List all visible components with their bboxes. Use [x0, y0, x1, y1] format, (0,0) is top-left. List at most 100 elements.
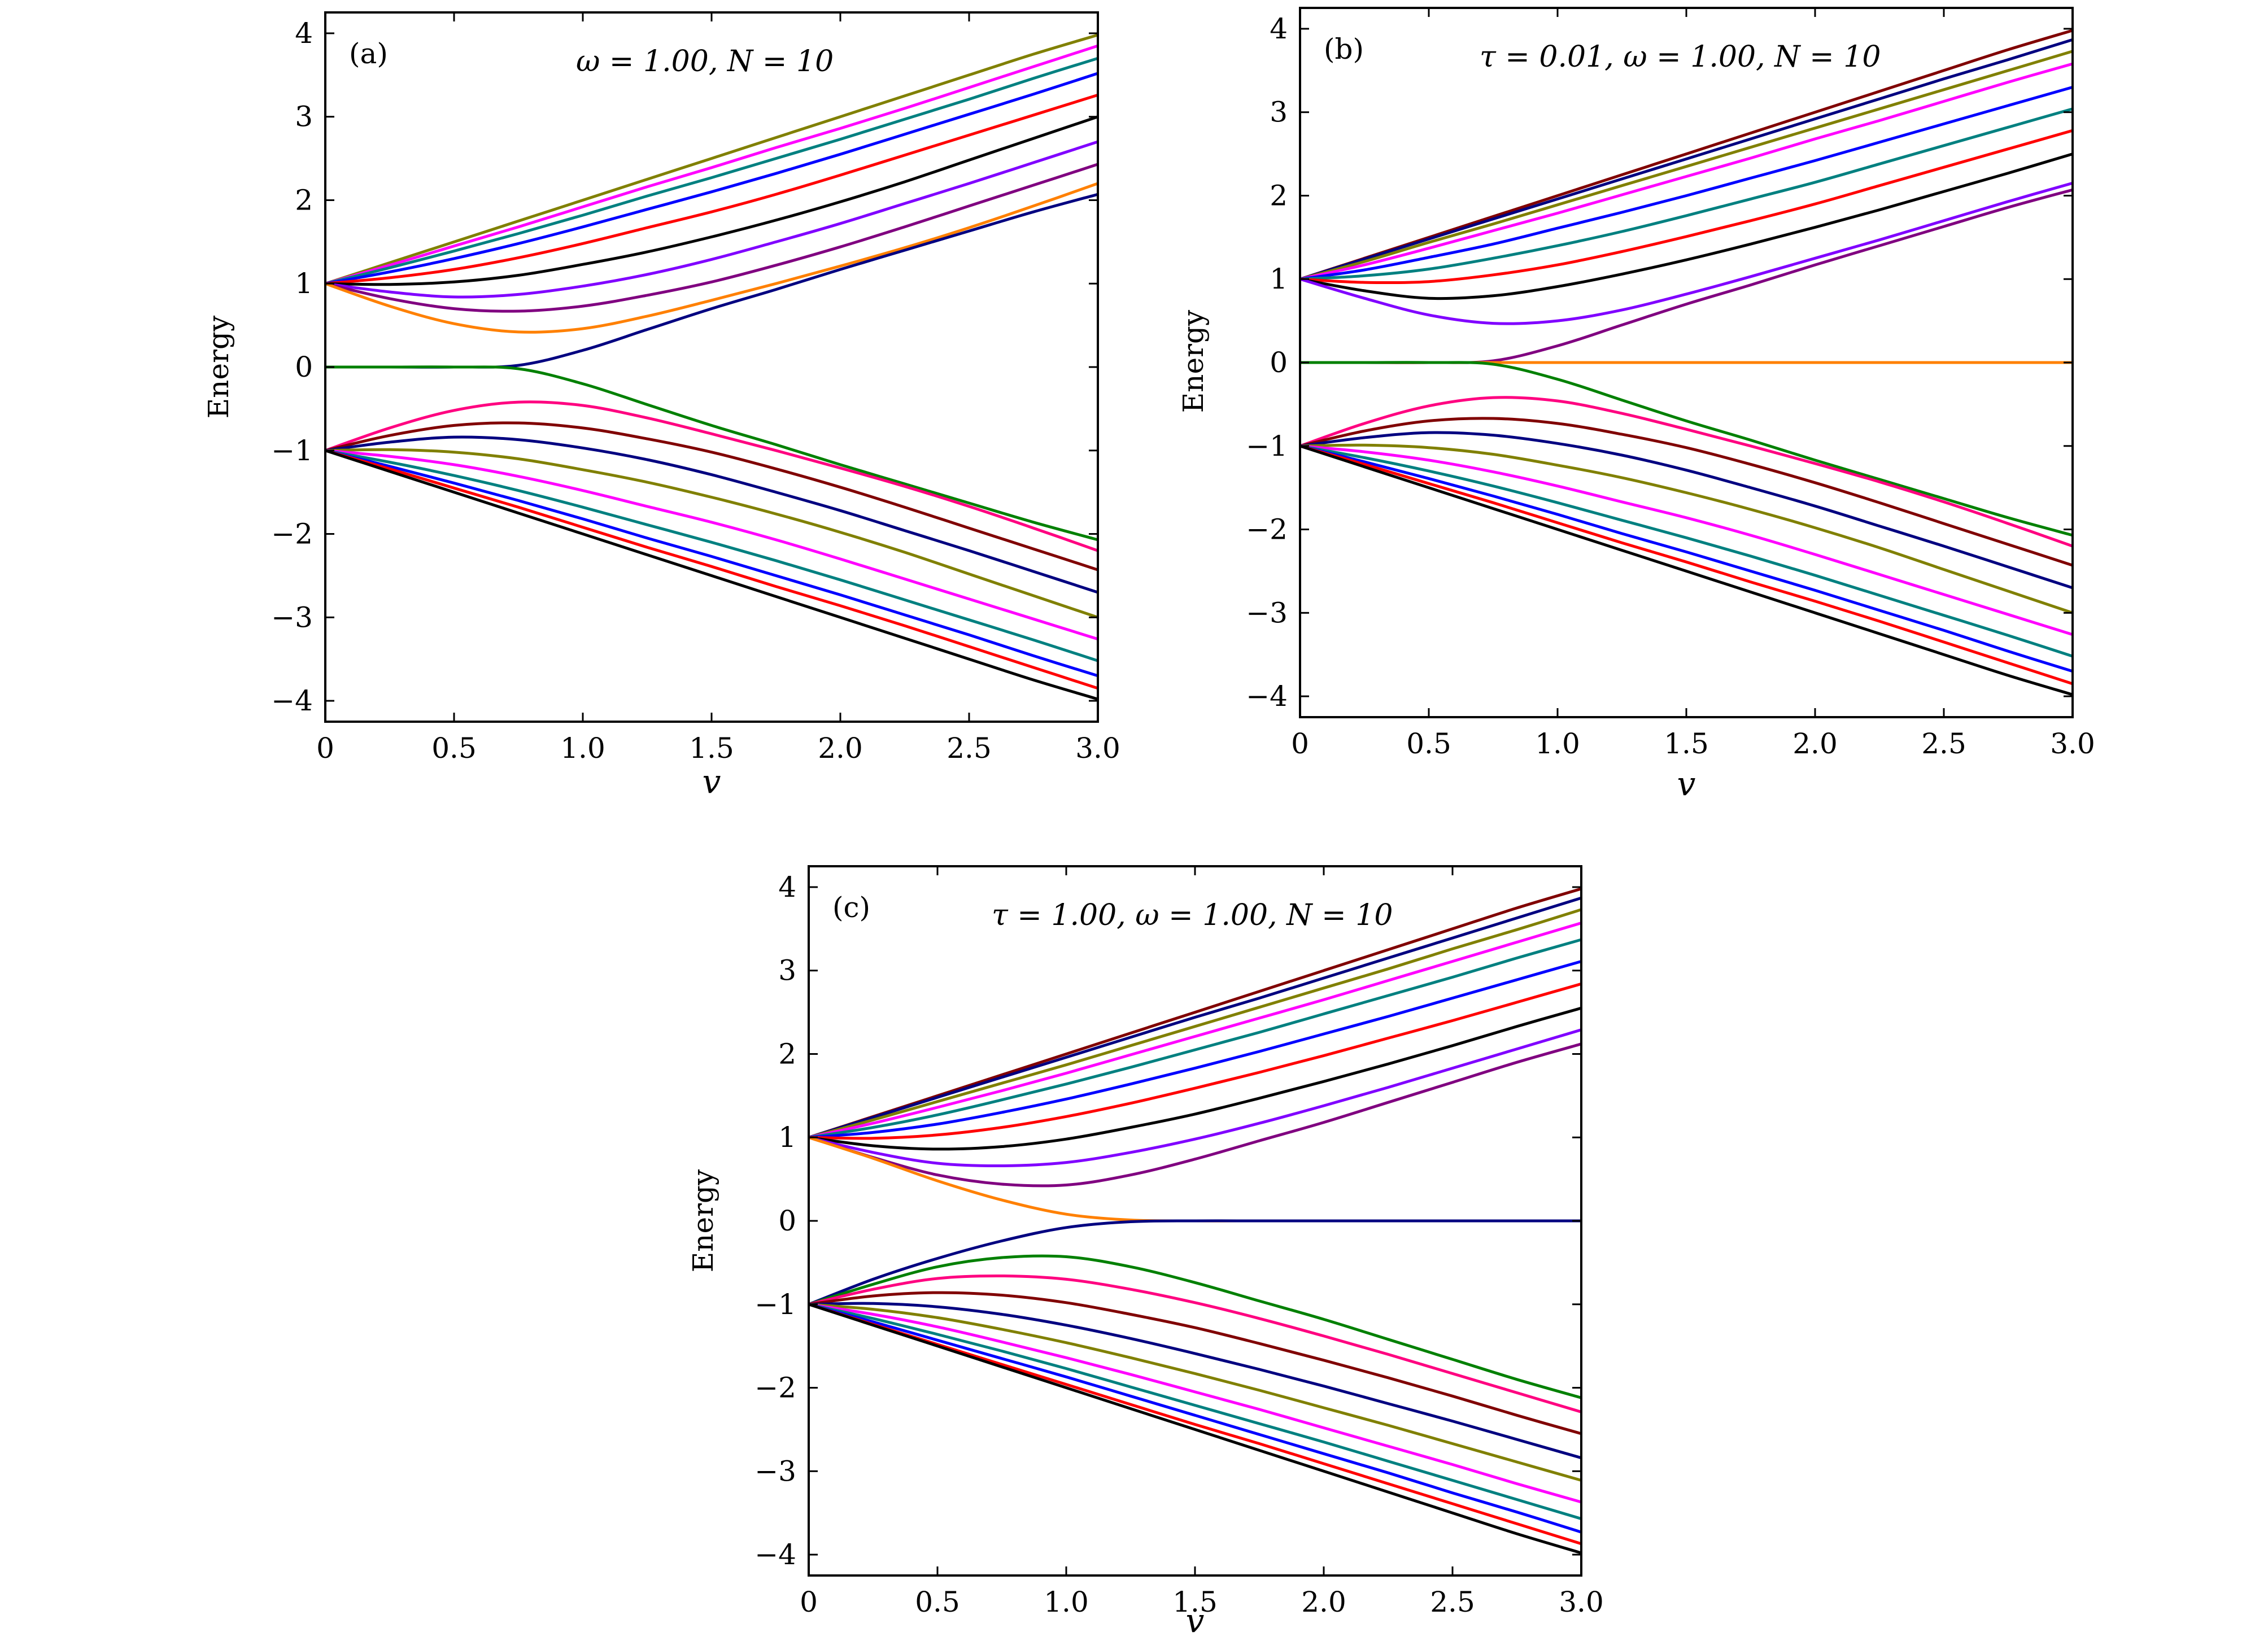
- panel-c-xtick-label: 0: [800, 1586, 818, 1618]
- panel-b-series-upper-3: [1300, 50, 2073, 281]
- panel-a: 0 0.5 1.0 1.5 2.0 2.5 3.0 −4 −3 −2 −1 0 1 2 3 4 (a) ω =…: [202, 11, 1120, 801]
- panel-a-xtick-label: 1.5: [689, 732, 734, 765]
- panel-a-label: (a): [349, 37, 388, 70]
- panel-a-series-upper-2: [325, 44, 1098, 285]
- panel-a-series-lower-2: [325, 400, 1098, 552]
- panel-a-xtick-label: 0: [316, 732, 334, 765]
- panel-b-xtick-label: 0: [1291, 727, 1309, 760]
- panel-a-annotation: ω = 1.00, N = 10: [576, 45, 834, 78]
- panel-a-xtick-label: 2.0: [818, 732, 863, 765]
- panel-a-series: [325, 33, 1098, 701]
- panel-b-ytick-label: 2: [1270, 179, 1288, 212]
- panel-a-series-upper-9: [325, 182, 1098, 334]
- panel-c-series-lower-1: [809, 1219, 1581, 1306]
- panel-a-series-lower-5: [325, 448, 1098, 619]
- panel-a-series-lower-10: [325, 449, 1098, 701]
- panel-c-series-upper-1: [809, 887, 1581, 1139]
- panel-c-ytick-label: −4: [754, 1538, 796, 1571]
- panel-b-series-upper-9: [1300, 181, 2073, 325]
- panel-b-xtick-label: 3.0: [2050, 727, 2095, 760]
- panel-a-ytick-label: −1: [271, 434, 313, 467]
- panel-b-ticks: 0 0.5 1.0 1.5 2.0 2.5 3.0 −4 −3 −2 −1 0 1 2 3 4: [1246, 8, 2095, 760]
- panel-b-ytick-label: −2: [1246, 513, 1288, 546]
- panel-c-xtick-label: 2.0: [1301, 1586, 1346, 1618]
- panel-b-series-upper-1: [1300, 29, 2073, 281]
- panel-b-series-lower-5: [1300, 443, 2073, 614]
- panel-a-xtick-label: 1.0: [560, 732, 605, 765]
- panel-b-ytick-label: −1: [1246, 430, 1288, 462]
- panel-c-series-upper-4: [809, 922, 1581, 1139]
- panel-c-series-upper-5: [809, 938, 1581, 1139]
- panel-a-ytick-label: −3: [271, 601, 313, 634]
- panel-c-ylabel: Energy: [687, 1169, 719, 1272]
- panel-a-ytick-label: 3: [295, 101, 313, 133]
- panel-a-xtick-label: 3.0: [1075, 732, 1120, 765]
- panel-c-xtick-label: 3.0: [1559, 1586, 1604, 1618]
- panel-b-xtick-label: 1.0: [1535, 727, 1580, 760]
- panel-c-ytick-label: 0: [778, 1204, 796, 1237]
- panel-b-series-lower-8: [1300, 444, 2073, 673]
- panel-a-series-upper-3: [325, 56, 1098, 285]
- panel-a-series-lower-6: [325, 449, 1098, 641]
- panel-a-series-lower-1: [325, 365, 1098, 542]
- panel-b-series-upper-5: [1300, 85, 2073, 281]
- panel-a-series-lower-8: [325, 449, 1098, 678]
- panel-b-label: (b): [1324, 33, 1364, 66]
- panel-a-series-upper-7: [325, 140, 1098, 299]
- panel-c-series: [809, 887, 1581, 1555]
- panel-b-frame: [1299, 7, 2074, 718]
- panel-c-frame: [808, 865, 1582, 1577]
- panel-b-ytick-label: −4: [1246, 680, 1288, 713]
- panel-a-ylabel: Energy: [202, 315, 235, 418]
- panel-b-ylabel: Energy: [1177, 309, 1210, 413]
- panel-b-series-lower-6: [1300, 444, 2073, 636]
- panel-b-series-lower-2: [1300, 396, 2073, 548]
- panel-c-series-lower-9: [809, 1303, 1581, 1534]
- panel-a-frame: [324, 11, 1099, 723]
- panel-b-ytick-label: 1: [1270, 263, 1288, 295]
- panel-b-series-upper-7: [1300, 129, 2073, 285]
- panel-a-ytick-label: 0: [295, 351, 313, 383]
- panel-a-series-lower-3: [325, 421, 1098, 571]
- panel-b-ytick-label: 4: [1270, 12, 1288, 45]
- panel-b-series-upper-2: [1300, 38, 2073, 281]
- panel-c-annotation: τ = 1.00, ω = 1.00, N = 10: [992, 898, 1393, 932]
- panel-c-ytick-label: −1: [754, 1288, 796, 1321]
- panel-b-xtick-label: 0.5: [1406, 727, 1451, 760]
- panel-c-series-lower-5: [809, 1302, 1581, 1460]
- panel-b-series-upper-4: [1300, 62, 2073, 281]
- panel-c-xtick-label: 0.5: [915, 1586, 960, 1618]
- panel-b-series-lower-9: [1300, 444, 2073, 686]
- panel-c-ytick-label: 4: [778, 871, 796, 904]
- panel-a-ytick-label: 2: [295, 184, 313, 216]
- panel-a-ytick-label: 1: [295, 267, 313, 300]
- panel-a-series-upper-4: [325, 72, 1098, 285]
- panel-a-ytick-label: −4: [271, 684, 313, 717]
- panel-c-series-lower-10: [809, 1303, 1581, 1546]
- panel-a-series-upper-6: [325, 115, 1098, 286]
- panel-a-ticks: 0 0.5 1.0 1.5 2.0 2.5 3.0 −4 −3 −2 −1 0 1 2 3 4: [271, 12, 1120, 765]
- panel-c-series-lower-8: [809, 1303, 1581, 1520]
- panel-c-series-lower-3: [809, 1274, 1581, 1413]
- panel-b-series-upper-8: [1300, 152, 2073, 300]
- panel-a-xtick-label: 2.5: [947, 732, 992, 765]
- panel-b-series-upper-6: [1300, 107, 2073, 281]
- panel-c-series-upper-2: [809, 896, 1581, 1139]
- panel-c-series-upper-9: [809, 1028, 1581, 1168]
- panel-b-xtick-label: 1.5: [1664, 727, 1709, 760]
- panel-b-series: [1300, 29, 2073, 696]
- panel-a-series-lower-4: [325, 435, 1098, 594]
- panel-c-series-lower-11: [809, 1303, 1581, 1555]
- panel-a-ytick-label: 4: [295, 17, 313, 50]
- panel-b-annotation: τ = 0.01, ω = 1.00, N = 10: [1480, 40, 1881, 74]
- panel-b-xlabel: v: [1677, 765, 1696, 803]
- panel-c-series-upper-6: [809, 960, 1581, 1139]
- panel-c-series-lower-2: [809, 1254, 1581, 1399]
- panel-b-ytick-label: −3: [1246, 596, 1288, 629]
- panel-b-xtick-label: 2.5: [1921, 727, 1966, 760]
- panel-c-label: (c): [832, 891, 870, 924]
- panel-a-xtick-label: 0.5: [431, 732, 477, 765]
- panel-c-series-upper-7: [809, 982, 1581, 1140]
